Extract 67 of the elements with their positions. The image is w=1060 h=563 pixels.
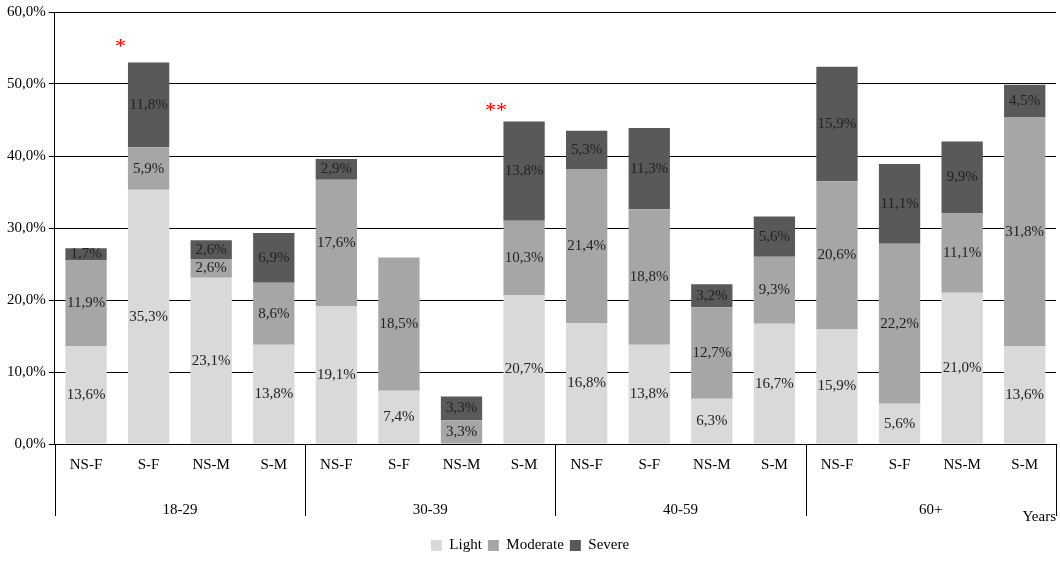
data-label: 8,6% (258, 304, 290, 321)
data-label: 10,3% (504, 248, 544, 265)
y-tick-label: 0,0% (14, 434, 46, 451)
data-label: 21,0% (942, 359, 982, 376)
x-tick-label: S-M (761, 455, 788, 472)
text: 18-29 (162, 500, 198, 517)
x-tick-label: NS-F (820, 455, 854, 472)
x-tick-label: S-F (888, 455, 911, 472)
x-tick-label: NS-M (442, 455, 481, 472)
annotation: ** (484, 97, 507, 123)
data-label: 18,8% (629, 267, 669, 284)
text: 60+ (919, 500, 943, 517)
data-label: 6,3% (696, 412, 728, 429)
data-label: 5,9% (132, 159, 165, 176)
data-label: 11,9% (66, 294, 106, 311)
data-label: 12,7% (692, 343, 732, 360)
data-label: 16,8% (567, 374, 607, 391)
x-tick-label: S-F (388, 455, 410, 472)
data-label: 20,6% (817, 246, 857, 263)
x-tick-label: NS-F (570, 455, 603, 472)
data-label: 5,6% (883, 414, 916, 431)
x-tick-label: S-F (638, 455, 661, 472)
data-label: 11,1% (943, 243, 982, 260)
data-label: 13,6% (1005, 385, 1045, 402)
y-tick-label: 30,0% (7, 218, 46, 235)
x-axis-title: Years (1022, 507, 1057, 524)
data-label: 15,9% (817, 114, 857, 131)
data-label: 13,8% (629, 385, 669, 402)
data-label: 1,7% (70, 245, 102, 262)
data-label: 21,4% (567, 236, 607, 253)
x-tick-label: NS-F (69, 455, 103, 472)
data-label: 31,8% (1005, 222, 1045, 239)
annotation: * (114, 32, 126, 58)
data-label: 2,6% (195, 259, 227, 276)
data-label: 15,9% (817, 377, 857, 394)
x-tick-label: NS-M (943, 455, 981, 472)
x-tick-label: NS-M (693, 455, 731, 472)
data-label: 16,7% (755, 374, 794, 391)
x-tick-label: NS-M (192, 455, 230, 472)
data-label: 23,1% (191, 351, 231, 368)
legend-label: Light (449, 536, 483, 553)
y-tick-label: 50,0% (7, 74, 46, 91)
data-label: 3,3% (445, 422, 478, 439)
data-label: 18,5% (379, 315, 419, 332)
data-label: 9,3% (758, 281, 791, 298)
data-label: 13,6% (66, 385, 106, 402)
text: 40-59 (663, 500, 699, 517)
data-label: 20,7% (504, 360, 544, 377)
data-label: 22,2% (880, 314, 919, 331)
y-tick-label: 60,0% (7, 2, 46, 19)
x-tick-label: S-M (1011, 455, 1039, 472)
legend-label: Moderate (506, 536, 565, 553)
data-label: 7,4% (383, 408, 415, 425)
x-tick-label: S-M (510, 455, 538, 472)
data-label: 35,3% (129, 307, 168, 324)
y-tick-label: 20,0% (7, 290, 46, 307)
data-label: 13,8% (254, 385, 294, 402)
y-tick-label: 40,0% (7, 146, 46, 163)
text: 30-39 (412, 500, 448, 517)
data-label: 19,1% (316, 365, 356, 382)
x-tick-label: S-F (137, 455, 160, 472)
y-tick-label: 10,0% (7, 362, 46, 379)
data-label: 9,9% (946, 168, 978, 185)
legend-label: Severe (588, 536, 630, 553)
data-label: 17,6% (316, 234, 356, 251)
x-tick-label: S-M (260, 455, 288, 472)
x-tick-label: NS-F (320, 455, 353, 472)
